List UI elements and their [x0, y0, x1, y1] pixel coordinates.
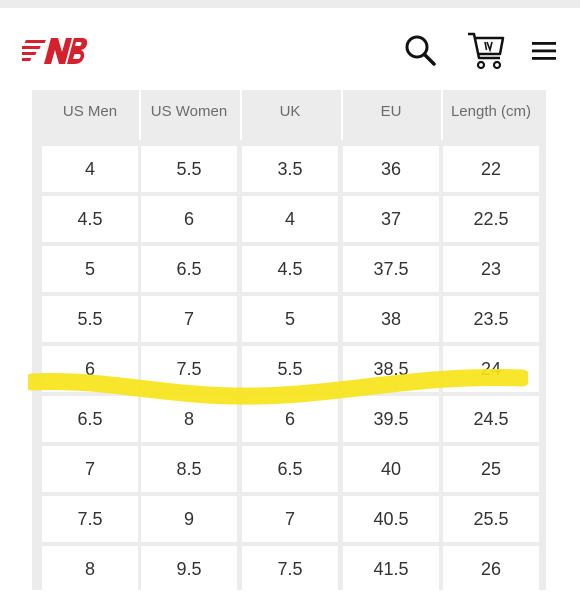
- column-separator: [139, 90, 141, 140]
- cell-length-cm: 24.5: [443, 396, 539, 442]
- cell-eu: 37: [343, 196, 439, 242]
- cell-eu: 38: [343, 296, 439, 342]
- table-row: 4 5.5 3.5 36 22: [32, 146, 546, 192]
- table-row: 5.5 7 5 38 23.5: [32, 296, 546, 342]
- cell-us-men: 8: [42, 546, 138, 592]
- cell-uk: 4.5: [242, 246, 338, 292]
- table-row: 6.5 8 6 39.5 24.5: [32, 396, 546, 442]
- column-header-us-women: US Women: [150, 103, 228, 120]
- cell-eu: 37.5: [343, 246, 439, 292]
- cell-eu: 36: [343, 146, 439, 192]
- table-row: 5 6.5 4.5 37.5 23: [32, 246, 546, 292]
- cell-uk: 3.5: [242, 146, 338, 192]
- cell-uk: 5: [242, 296, 338, 342]
- size-chart-header-row: US Men US Women UK EU Length (cm): [32, 90, 546, 140]
- cell-length-cm: 24: [443, 346, 539, 392]
- column-separator: [441, 90, 443, 140]
- cell-length-cm: 23.5: [443, 296, 539, 342]
- cell-us-men: 5: [42, 246, 138, 292]
- cell-us-women: 8: [141, 396, 237, 442]
- table-row: 4.5 6 4 37 22.5: [32, 196, 546, 242]
- cell-us-women: 6: [141, 196, 237, 242]
- table-row: 7.5 9 7 40.5 25.5: [32, 496, 546, 542]
- cell-us-men: 4.5: [42, 196, 138, 242]
- column-header-eu: EU: [380, 103, 402, 120]
- cell-length-cm: 26: [443, 546, 539, 592]
- cell-us-men: 5.5: [42, 296, 138, 342]
- search-icon[interactable]: [402, 32, 438, 68]
- cell-eu: 39.5: [343, 396, 439, 442]
- cell-length-cm: 22.5: [443, 196, 539, 242]
- cell-length-cm: 25.5: [443, 496, 539, 542]
- table-row: 7 8.5 6.5 40 25: [32, 446, 546, 492]
- cell-eu: 40.5: [343, 496, 439, 542]
- cell-us-women: 7: [141, 296, 237, 342]
- cell-us-men: 7: [42, 446, 138, 492]
- site-header: [0, 8, 580, 90]
- cell-us-men: 6: [42, 346, 138, 392]
- cell-us-women: 8.5: [141, 446, 237, 492]
- cell-us-women: 9: [141, 496, 237, 542]
- cell-uk: 5.5: [242, 346, 338, 392]
- table-row-highlighted: 6 7.5 5.5 38.5 24: [32, 346, 546, 392]
- column-separator: [240, 90, 242, 140]
- hamburger-menu-icon[interactable]: [530, 38, 558, 64]
- column-header-uk: UK: [279, 103, 301, 120]
- cell-uk: 6.5: [242, 446, 338, 492]
- cell-us-men: 4: [42, 146, 138, 192]
- column-header-length-cm: Length (cm): [450, 103, 532, 120]
- column-separator: [341, 90, 343, 140]
- cell-length-cm: 25: [443, 446, 539, 492]
- cell-uk: 6: [242, 396, 338, 442]
- cell-length-cm: 23: [443, 246, 539, 292]
- size-chart-table: US Men US Women UK EU Length (cm) 4 5.5 …: [32, 90, 546, 592]
- new-balance-logo[interactable]: [22, 34, 88, 68]
- cell-eu: 40: [343, 446, 439, 492]
- table-row: 8 9.5 7.5 41.5 26: [32, 546, 546, 592]
- cell-uk: 7: [242, 496, 338, 542]
- cell-eu: 38.5: [343, 346, 439, 392]
- cell-us-men: 6.5: [42, 396, 138, 442]
- cell-eu: 41.5: [343, 546, 439, 592]
- cell-us-women: 5.5: [141, 146, 237, 192]
- cell-length-cm: 22: [443, 146, 539, 192]
- column-header-us-men: US Men: [62, 103, 118, 120]
- cell-us-men: 7.5: [42, 496, 138, 542]
- cell-us-women: 6.5: [141, 246, 237, 292]
- cell-us-women: 7.5: [141, 346, 237, 392]
- cell-uk: 7.5: [242, 546, 338, 592]
- top-strip: [0, 0, 580, 8]
- cell-us-women: 9.5: [141, 546, 237, 592]
- cell-uk: 4: [242, 196, 338, 242]
- cart-icon[interactable]: [466, 28, 506, 72]
